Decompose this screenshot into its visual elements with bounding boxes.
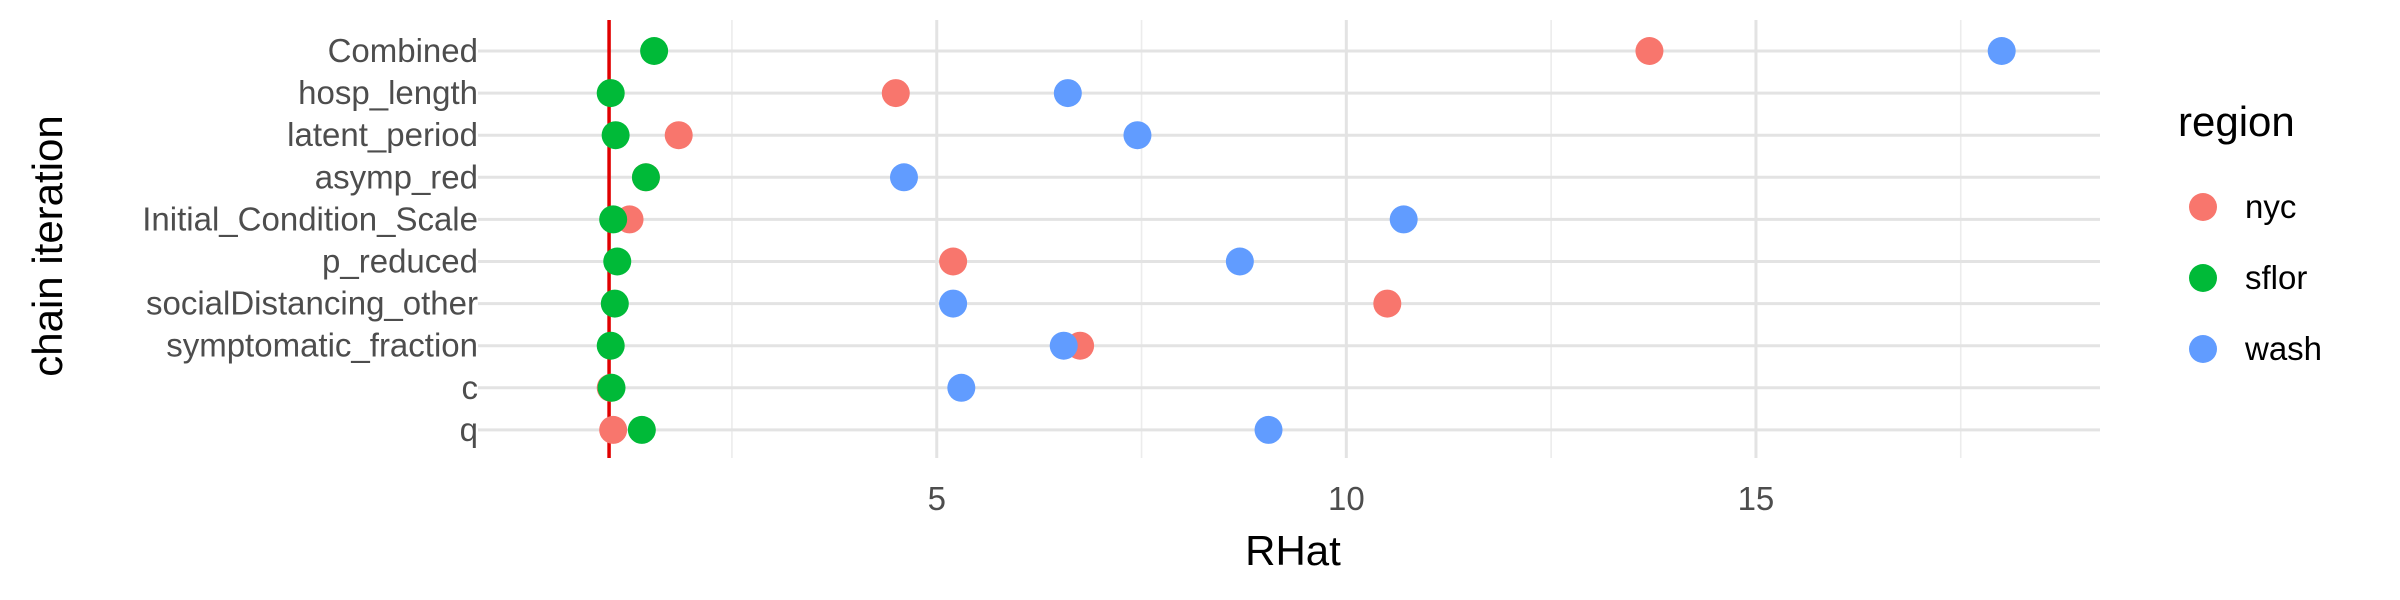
y-tick-label: asymp_red [315, 158, 478, 195]
point-nyc [881, 79, 910, 108]
point-wash [1254, 415, 1283, 444]
y-tick-label: latent_period [287, 116, 478, 153]
point-nyc [599, 415, 628, 444]
y-tick-label: hosp_length [298, 74, 478, 111]
point-sflor [631, 163, 660, 192]
y-tick-label: q [460, 411, 478, 448]
legend-label-nyc: nyc [2245, 188, 2296, 225]
point-sflor [640, 37, 669, 65]
point-sflor [597, 373, 626, 402]
x-tick-label: 15 [1738, 480, 1775, 517]
legend-swatch-sflor [2189, 264, 2217, 292]
point-wash [889, 163, 918, 192]
y-tick-labels: Combined hosp_length latent_period asymp_re… [142, 32, 478, 448]
point-sflor [596, 79, 625, 108]
point-sflor [599, 205, 628, 234]
y-tick-label: socialDistancing_other [146, 285, 478, 322]
point-wash [1049, 331, 1078, 360]
x-tick-labels: 5 10 15 [928, 480, 1775, 517]
legend-swatch-nyc [2189, 193, 2217, 221]
legend: region nyc sflor wash [2178, 98, 2322, 367]
legend-label-sflor: sflor [2245, 259, 2307, 296]
point-wash [1123, 121, 1152, 150]
legend-title: region [2178, 98, 2295, 145]
point-wash [1225, 247, 1254, 276]
point-wash [1053, 79, 1082, 108]
point-nyc [1373, 289, 1402, 318]
point-sflor [627, 415, 656, 444]
x-axis-label: RHat [1245, 527, 1341, 574]
point-wash [1987, 37, 2016, 65]
point-nyc [664, 121, 693, 150]
data-points [596, 37, 2016, 444]
point-sflor [603, 247, 632, 276]
x-tick-label: 10 [1328, 480, 1365, 517]
point-nyc [1635, 37, 1664, 65]
grid-lines [478, 20, 2100, 458]
legend-label-wash: wash [2244, 330, 2322, 367]
point-sflor [600, 289, 629, 318]
point-wash [1389, 205, 1418, 234]
point-sflor [601, 121, 630, 150]
point-wash [947, 373, 976, 402]
point-sflor [596, 331, 625, 360]
legend-swatch-wash [2189, 335, 2217, 363]
x-tick-label: 5 [928, 480, 946, 517]
y-axis-label: chain iteration [24, 115, 71, 377]
point-nyc [939, 247, 968, 276]
y-tick-label: symptomatic_fraction [166, 327, 478, 364]
point-wash [939, 289, 968, 318]
y-tick-label: Combined [328, 32, 478, 69]
y-tick-label: c [462, 369, 479, 406]
y-tick-label: p_reduced [322, 243, 478, 280]
y-tick-label: Initial_Condition_Scale [142, 200, 478, 237]
